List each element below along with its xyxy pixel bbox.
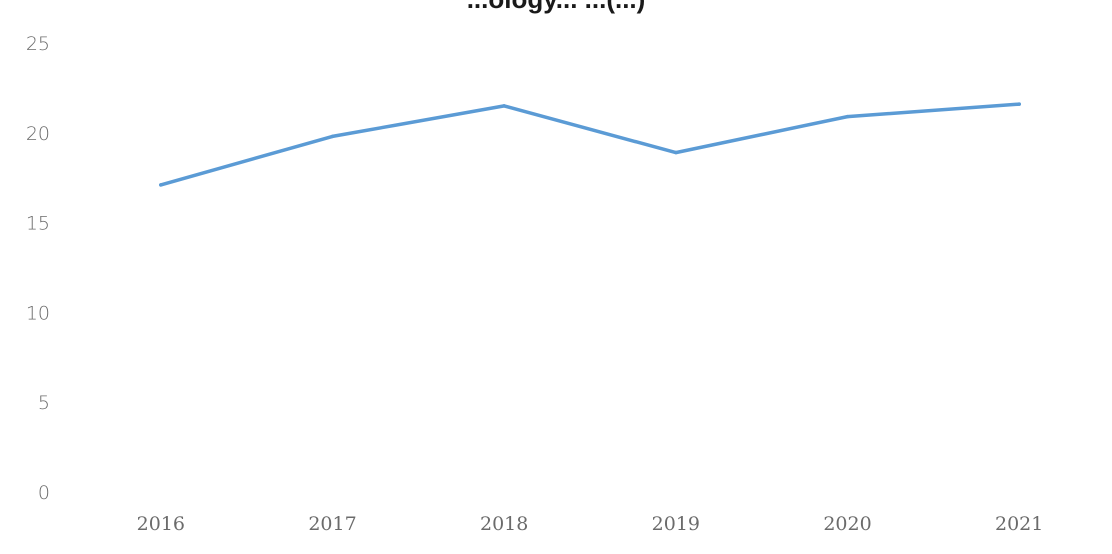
data-point (1017, 102, 1021, 106)
y-tick-label: 20 (26, 123, 50, 145)
y-tick-label: 5 (38, 392, 50, 414)
x-tick-label: 2018 (480, 513, 528, 535)
x-tick-label: 2019 (652, 513, 700, 535)
data-point (502, 104, 506, 108)
data-point (674, 150, 678, 155)
x-tick-label: 2016 (137, 513, 185, 535)
y-tick-label: 15 (26, 213, 50, 235)
chart-title: ...ology... ...(...) (0, 0, 1112, 15)
x-tick-label: 2020 (823, 513, 871, 535)
y-tick-label: 25 (26, 33, 50, 55)
data-point (845, 114, 850, 119)
x-tick-label: 2017 (308, 513, 356, 535)
series-layer (159, 102, 1021, 187)
series-line (159, 102, 1021, 187)
y-tick-label: 0 (38, 482, 50, 504)
x-tick-label: 2021 (995, 513, 1043, 535)
data-point (159, 183, 163, 187)
y-axis-tick-labels: 0 5 10 15 20 25 (26, 33, 50, 504)
data-point (330, 134, 335, 139)
y-tick-label: 10 (26, 302, 50, 324)
x-axis-tick-labels: 2016 2017 2018 2019 2020 2021 (137, 513, 1044, 535)
